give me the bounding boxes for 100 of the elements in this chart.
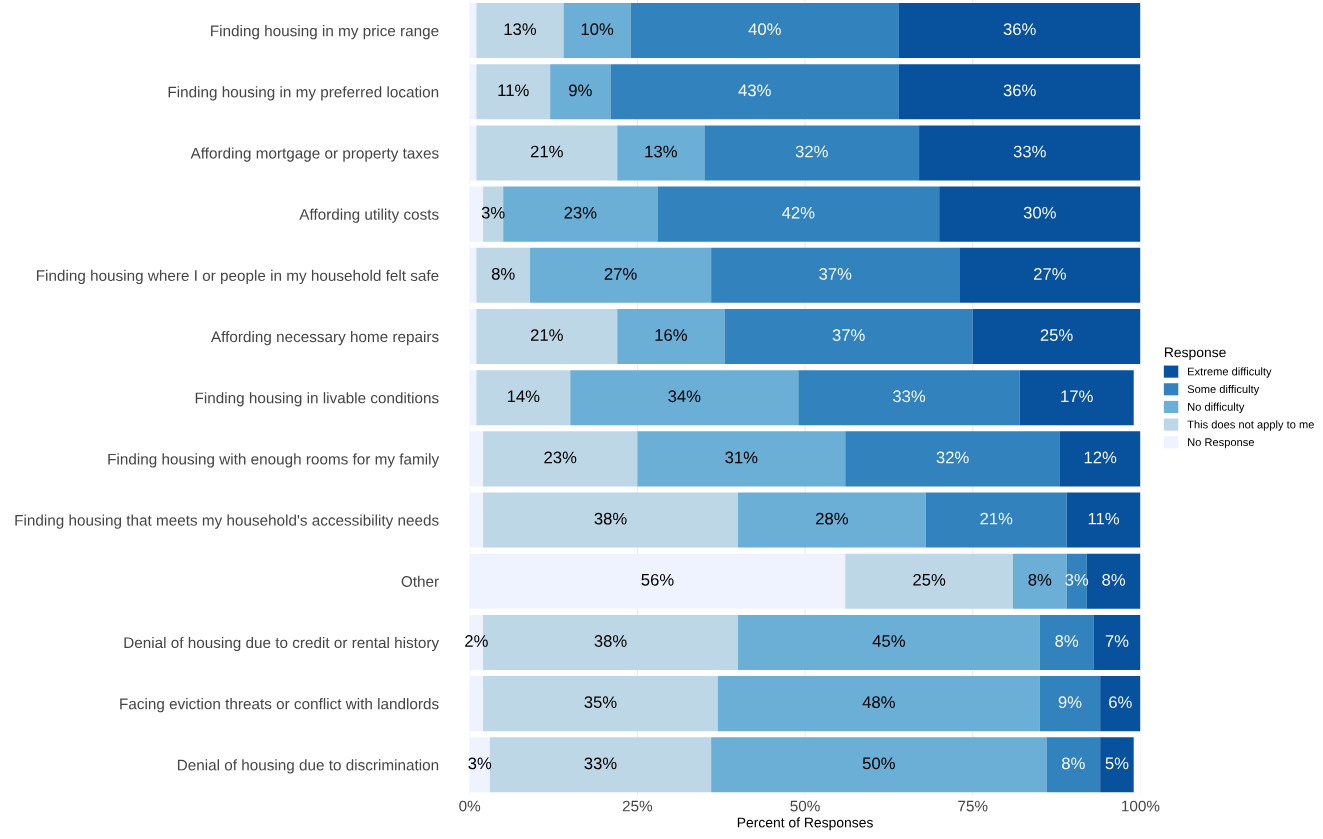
- bar: [476, 125, 618, 181]
- legend-label: Some difficulty: [1187, 384, 1260, 396]
- bar: [483, 431, 638, 487]
- data-label: 3%: [481, 206, 505, 219]
- bar: [637, 431, 846, 487]
- x-tick-label: 0%: [459, 800, 481, 812]
- data-label: 8%: [1102, 573, 1126, 586]
- bar: [939, 186, 1141, 242]
- bar: [469, 186, 484, 242]
- bar: [845, 553, 1013, 609]
- data-label: 23%: [544, 451, 577, 464]
- bar: [711, 247, 960, 303]
- bar: [1100, 737, 1134, 793]
- bar: [489, 737, 712, 793]
- data-label: 36%: [1003, 23, 1036, 36]
- y-tick-label: Affording utility costs: [299, 208, 439, 223]
- bar: [919, 125, 1141, 181]
- data-label: 33%: [892, 390, 926, 403]
- bar: [476, 308, 618, 365]
- bar: [657, 186, 940, 242]
- bar: [1019, 370, 1134, 426]
- data-label: 8%: [1028, 573, 1052, 586]
- data-label: 35%: [584, 696, 617, 709]
- data-label: 27%: [1034, 267, 1066, 280]
- bar: [1066, 553, 1087, 609]
- legend-title: Response: [1164, 347, 1226, 360]
- x-tick-label: 25%: [622, 800, 653, 812]
- y-tick-label: Finding housing in livable conditions: [195, 392, 439, 407]
- bar: [610, 64, 899, 120]
- data-label: 11%: [1088, 512, 1120, 525]
- y-tick-label: Affording necessary home repairs: [211, 330, 439, 346]
- y-tick-label: Finding housing in my preferred location: [168, 86, 439, 101]
- y-tick-label: Finding housing that meets my household's accessibility needs: [15, 514, 439, 529]
- y-tick-label: Denial of housing due to credit or rental history: [124, 636, 440, 652]
- data-label: 45%: [872, 635, 905, 647]
- bar: [550, 64, 611, 120]
- bar: [469, 492, 484, 548]
- y-tick-label: Denial of housing due to discrimination: [177, 759, 439, 774]
- data-label: 16%: [655, 329, 687, 341]
- bar: [898, 3, 1141, 59]
- data-label: 37%: [832, 329, 865, 341]
- data-label: 43%: [738, 84, 771, 97]
- data-label: 48%: [862, 696, 895, 709]
- data-label: 11%: [498, 84, 529, 97]
- y-tick-label: Finding housing where I or people in my household felt safe: [36, 269, 439, 285]
- bar: [469, 431, 484, 487]
- bar: [1039, 676, 1101, 732]
- data-label: 9%: [569, 84, 592, 97]
- data-label: 30%: [1023, 206, 1056, 219]
- data-label: 17%: [1061, 390, 1093, 403]
- data-label: 7%: [1105, 635, 1129, 647]
- data-label: 27%: [604, 267, 637, 280]
- data-label: 13%: [645, 145, 677, 158]
- bar: [724, 308, 973, 365]
- bar: [972, 308, 1141, 365]
- data-label: 32%: [795, 145, 828, 158]
- legend-label: This does not apply to me: [1187, 420, 1314, 431]
- bar: [1086, 553, 1141, 609]
- bar: [483, 186, 504, 242]
- data-label: 3%: [1065, 573, 1089, 586]
- bar: [711, 737, 1047, 793]
- bar: [898, 64, 1141, 120]
- legend-label: No Response: [1188, 438, 1254, 449]
- y-tick-label: Finding housing in my price range: [211, 25, 439, 40]
- bar: [1059, 431, 1141, 487]
- data-label: 42%: [782, 206, 815, 219]
- y-tick-label: Other: [401, 575, 439, 587]
- bar: [737, 614, 1040, 670]
- bar: [1046, 737, 1101, 793]
- data-label: 14%: [507, 390, 540, 403]
- data-label: 2%: [465, 635, 488, 647]
- legend-label: No difficulty: [1188, 402, 1245, 413]
- bar: [476, 3, 564, 59]
- bar: [483, 676, 718, 732]
- data-label: 21%: [980, 512, 1013, 525]
- data-label: 3%: [468, 757, 492, 770]
- y-tick-label: Facing eviction threats or conflict with landlords: [120, 698, 439, 713]
- data-label: 9%: [1058, 696, 1082, 709]
- x-tick-label: 75%: [958, 800, 988, 812]
- data-label: 37%: [819, 267, 852, 280]
- data-label: 38%: [594, 512, 627, 525]
- data-label: 28%: [816, 512, 848, 525]
- data-label: 8%: [1062, 757, 1085, 770]
- x-tick-label: 100%: [1122, 800, 1160, 812]
- data-label: 10%: [581, 23, 614, 36]
- bar: [1066, 492, 1141, 548]
- data-label: 5%: [1105, 757, 1129, 770]
- bar: [563, 3, 631, 59]
- legend-label: Extreme difficulty: [1188, 367, 1272, 378]
- bar: [1093, 614, 1141, 670]
- data-label: 50%: [862, 757, 895, 770]
- data-label: 34%: [668, 390, 701, 403]
- bar: [503, 186, 658, 242]
- data-label: 23%: [564, 206, 597, 219]
- data-label: 38%: [594, 635, 627, 647]
- bar: [617, 125, 705, 181]
- data-label: 8%: [1055, 635, 1079, 647]
- data-label: 33%: [584, 757, 617, 770]
- data-label: 32%: [936, 451, 969, 464]
- data-label: 31%: [725, 451, 758, 464]
